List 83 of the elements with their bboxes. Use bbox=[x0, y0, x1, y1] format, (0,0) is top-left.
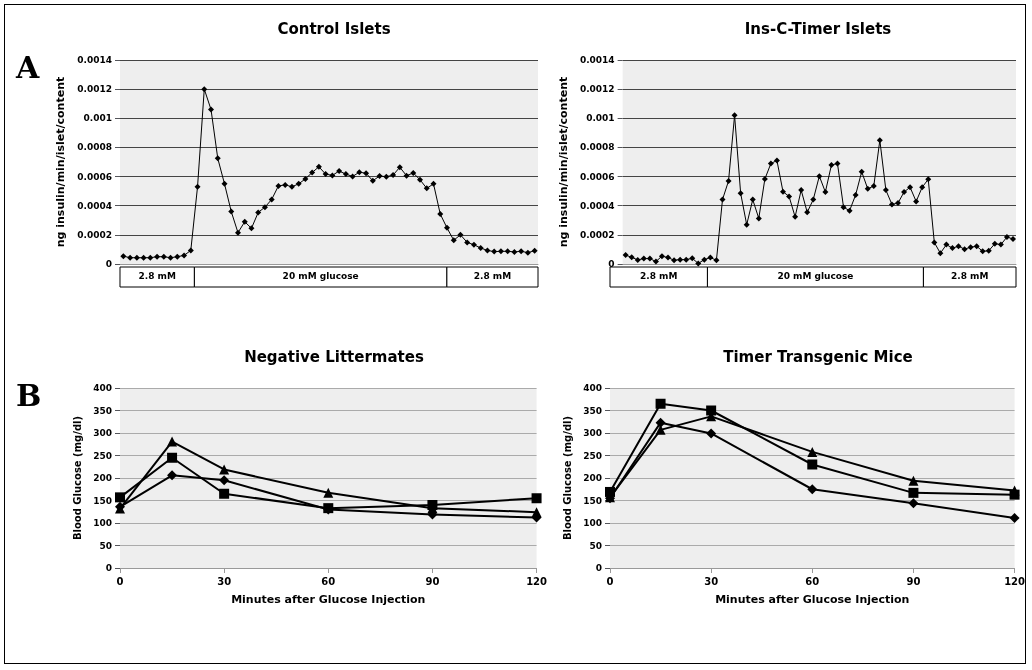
y-tick-label: 300 bbox=[583, 428, 602, 438]
y-axis-title: Blood Glucose (mg/dl) bbox=[71, 415, 83, 541]
x-tick-label: 0 bbox=[116, 575, 124, 587]
y-axis-title: ng insulin/min/islet/content bbox=[557, 76, 570, 248]
point bbox=[323, 487, 334, 498]
y-tick-label: 0.0002 bbox=[579, 229, 615, 240]
chart-title: Timer Transgenic Mice bbox=[723, 347, 913, 366]
point bbox=[655, 417, 666, 428]
point bbox=[531, 493, 542, 504]
y-tick-label: 0.001 bbox=[586, 113, 615, 124]
y-axis-title: ng insulin/min/islet/content bbox=[54, 76, 68, 248]
y-tick-label: 400 bbox=[583, 383, 602, 393]
y-tick-label: 0.0014 bbox=[579, 55, 615, 65]
x-tick-label: 30 bbox=[217, 575, 232, 587]
y-tick-label: 0.0012 bbox=[579, 84, 615, 95]
x-tick-label: 120 bbox=[526, 575, 548, 587]
y-tick-label: 0.0008 bbox=[579, 142, 615, 153]
y-tick-label: 0 bbox=[595, 563, 602, 573]
point bbox=[1009, 485, 1020, 496]
point bbox=[655, 398, 666, 409]
text: 2.8 mM bbox=[473, 270, 512, 281]
point bbox=[706, 405, 717, 416]
point bbox=[807, 459, 818, 470]
y-tick-label: 0.0014 bbox=[77, 55, 112, 65]
y-tick-label: 350 bbox=[583, 405, 602, 416]
text: 2.8 mM bbox=[640, 270, 678, 281]
chart-title: Ins-C-Timer Islets bbox=[744, 19, 892, 38]
y-tick-label: 250 bbox=[93, 450, 112, 461]
x-tick-label: 60 bbox=[805, 575, 820, 587]
y-tick-label: 0.001 bbox=[83, 113, 112, 124]
chart-title: Control Islets bbox=[277, 19, 391, 38]
text: 20 mM glucose bbox=[777, 270, 854, 281]
y-tick-label: 300 bbox=[93, 428, 112, 438]
point bbox=[908, 498, 919, 509]
chart-title: Negative Littermates bbox=[244, 347, 424, 366]
point bbox=[908, 487, 919, 498]
point bbox=[1009, 513, 1020, 524]
y-tick-label: 50 bbox=[589, 540, 602, 551]
text: 20 mM glucose bbox=[282, 270, 359, 281]
point bbox=[167, 470, 178, 481]
y-tick-label: 150 bbox=[583, 495, 602, 506]
y-tick-label: 0 bbox=[608, 259, 615, 269]
y-tick-label: 200 bbox=[583, 473, 602, 483]
y-tick-label: 150 bbox=[93, 495, 112, 506]
y-tick-label: 350 bbox=[93, 405, 112, 416]
y-tick-label: 100 bbox=[583, 518, 602, 528]
y-axis-title: Blood Glucose (mg/dl) bbox=[561, 415, 573, 541]
point bbox=[531, 507, 542, 518]
x-tick-label: 60 bbox=[321, 575, 336, 587]
y-tick-label: 0 bbox=[105, 259, 112, 269]
point bbox=[219, 475, 230, 486]
text: B bbox=[16, 377, 42, 413]
point bbox=[115, 492, 125, 503]
y-tick-label: 100 bbox=[93, 518, 112, 528]
x-tick-label: 30 bbox=[704, 575, 719, 587]
point bbox=[908, 475, 919, 486]
point bbox=[706, 428, 717, 439]
y-tick-label: 0.0004 bbox=[579, 200, 615, 211]
y-tick-label: 400 bbox=[93, 383, 112, 393]
y-tick-label: 0.0008 bbox=[77, 142, 112, 153]
y-tick-label: 200 bbox=[93, 473, 112, 483]
text: A bbox=[15, 49, 40, 85]
y-tick-label: 0.0002 bbox=[77, 229, 112, 240]
x-axis-title: Minutes after Glucose Injection bbox=[231, 593, 426, 606]
y-tick-label: 0.0012 bbox=[77, 84, 112, 95]
y-tick-label: 250 bbox=[583, 450, 602, 461]
y-tick-label: 0.0006 bbox=[77, 171, 112, 182]
x-tick-label: 120 bbox=[1004, 575, 1026, 587]
text: 2.8 mM bbox=[138, 270, 176, 281]
point bbox=[807, 446, 818, 457]
y-tick-label: 0.0006 bbox=[579, 171, 615, 182]
point bbox=[807, 484, 818, 495]
point bbox=[219, 464, 230, 475]
y-tick-label: 50 bbox=[99, 540, 112, 551]
point bbox=[219, 488, 230, 499]
x-tick-label: 90 bbox=[425, 575, 440, 587]
y-tick-label: 0.0004 bbox=[77, 200, 112, 211]
text: 2.8 mM bbox=[951, 270, 989, 281]
x-tick-label: 90 bbox=[906, 575, 921, 587]
y-tick-label: 0 bbox=[105, 563, 112, 573]
point bbox=[167, 436, 178, 447]
x-axis-title: Minutes after Glucose Injection bbox=[715, 593, 910, 606]
point bbox=[167, 452, 178, 463]
